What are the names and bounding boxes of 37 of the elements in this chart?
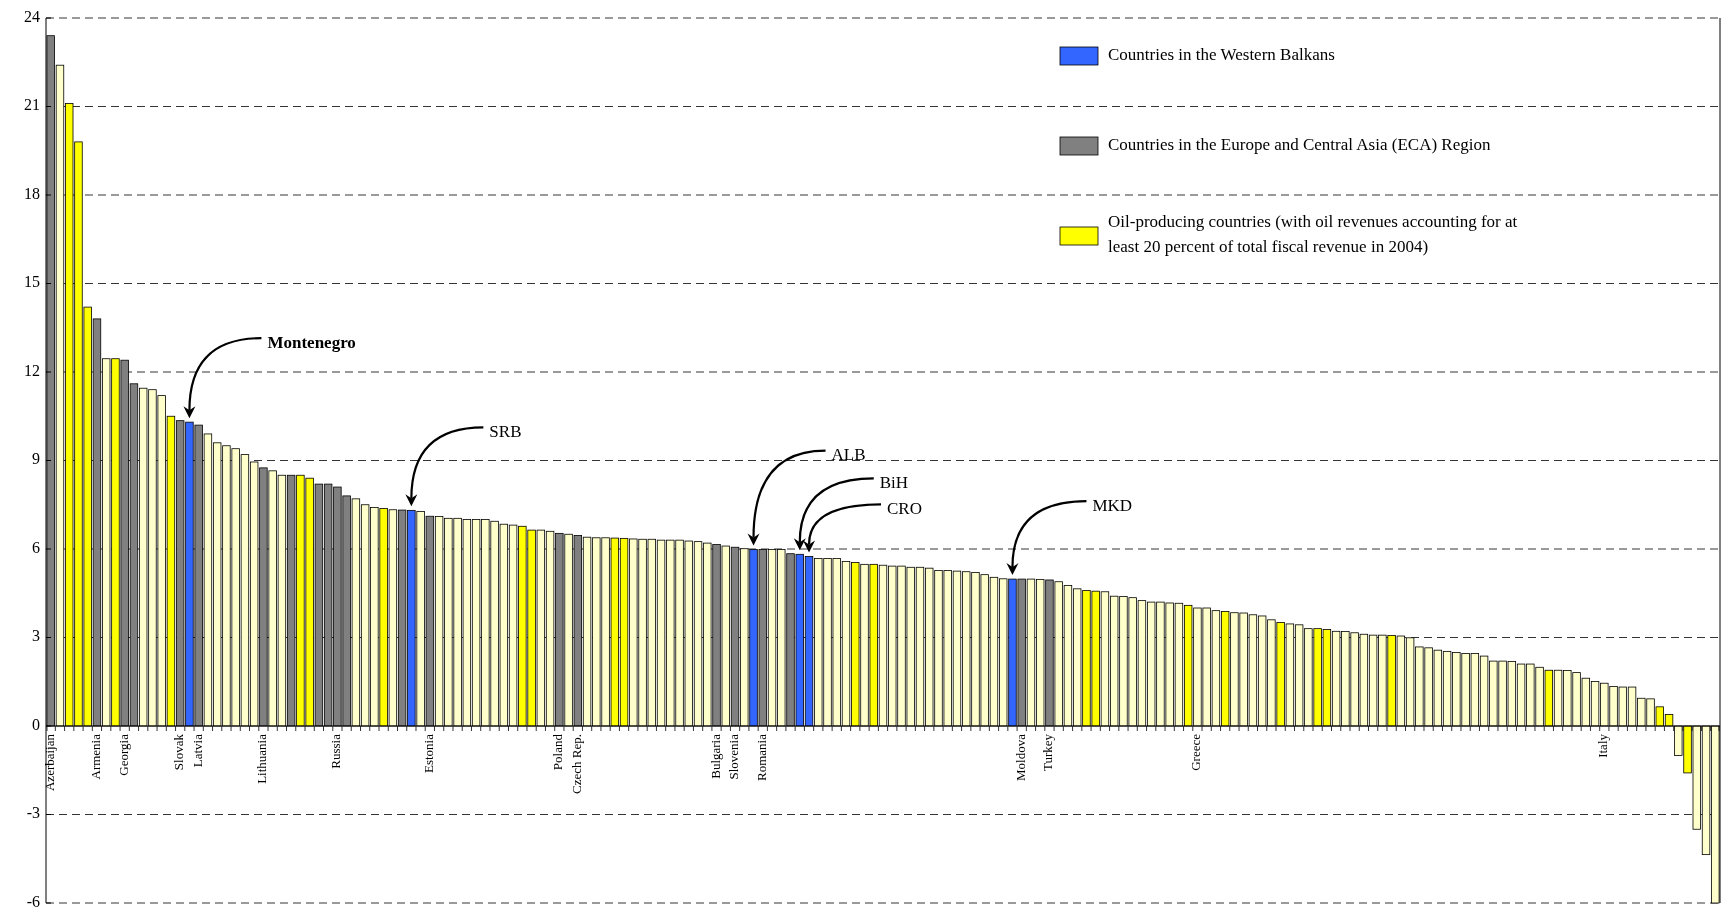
x-tick-label: Italy [1595, 733, 1611, 758]
annotation: BiH [879, 473, 909, 493]
annotation: ALB [831, 445, 866, 465]
legend-label: Countries in the Europe and Central Asia (ECA) Region [1108, 134, 1491, 154]
legend-label: Countries in the Western Balkans [1108, 44, 1335, 64]
y-tick-label: 0 [32, 715, 40, 733]
y-tick-label: 9 [32, 450, 40, 468]
annotation: CRO [887, 499, 922, 519]
y-tick-label: 18 [24, 184, 40, 202]
x-tick-label: Armenia [87, 733, 103, 780]
legend-label: Oil-producing countries (with oil revenues accounting for at least 20 percent of total fiscal revenue in 2004) [1108, 212, 1518, 257]
x-tick-label: Latvia [189, 733, 205, 768]
x-tick-label: Estonia [420, 733, 436, 773]
x-tick-label: Moldova [1012, 733, 1028, 781]
annotation: MKD [1092, 496, 1133, 515]
y-tick-label: -6 [26, 892, 40, 910]
y-tick-label: -3 [26, 804, 40, 822]
x-tick-label: Greece [1188, 733, 1204, 771]
x-tick-label: Slovenia [726, 733, 742, 780]
y-tick-label: 21 [24, 96, 40, 114]
x-tick-label: Poland [550, 733, 566, 771]
y-tick-label: 12 [24, 361, 40, 379]
x-tick-label: Russia [328, 733, 344, 769]
y-tick-label: 24 [24, 7, 40, 25]
x-tick-label: Turkey [1040, 733, 1056, 772]
x-tick-label: Bulgaria [707, 733, 723, 779]
x-tick-label: Czech Rep. [568, 734, 584, 794]
annotation: Montenegro [267, 333, 356, 353]
x-tick-label: Georgia [115, 733, 131, 776]
x-tick-label: Slovak [171, 733, 187, 771]
annotation: SRB [489, 422, 522, 442]
y-tick-label: 6 [32, 538, 40, 556]
y-tick-label: 3 [32, 627, 40, 645]
y-tick-label: 15 [24, 273, 40, 291]
x-tick-label: Azerbaijan [41, 733, 57, 792]
x-tick-label: Romania [753, 733, 769, 781]
x-tick-label: Lithuania [254, 733, 270, 784]
